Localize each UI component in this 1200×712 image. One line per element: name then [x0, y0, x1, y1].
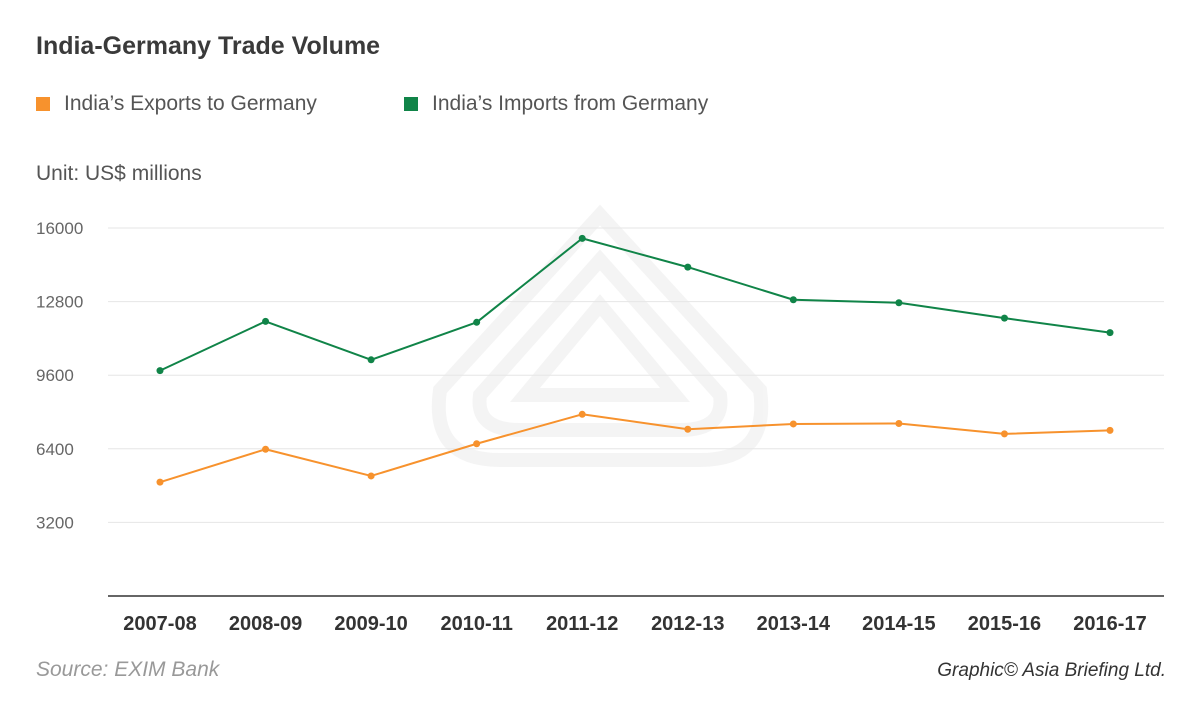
imports-data-point [684, 263, 692, 271]
imports-data-point [578, 234, 586, 242]
x-tick-label: 2009-10 [334, 613, 407, 635]
imports-data-point [1106, 329, 1114, 337]
imports-data-point [367, 356, 375, 364]
imports-data-point [156, 367, 164, 375]
exports-data-point [1106, 426, 1114, 434]
source-note: Source: EXIM Bank [36, 658, 220, 681]
exports-series-line [159, 413, 1111, 484]
watermark-logo [431, 204, 769, 467]
legend-label-exports: India’s Exports to Germany [64, 92, 317, 115]
legend-item-exports: India’s Exports to Germany [36, 92, 317, 116]
exports-data-point [789, 420, 797, 428]
exports-data-point [262, 445, 270, 453]
graphic-credit: Graphic© Asia Briefing Ltd. [937, 660, 1166, 681]
imports-data-point [262, 317, 270, 325]
imports-data-point [895, 299, 903, 307]
chart-title: India-Germany Trade Volume [36, 32, 381, 60]
legend-swatch-imports [404, 97, 418, 111]
x-tick-label: 2012-13 [651, 613, 724, 635]
exports-data-point [473, 440, 481, 448]
x-tick-label: 2008-09 [229, 613, 302, 635]
exports-data-point [895, 420, 903, 427]
imports-data-point [1000, 314, 1008, 322]
x-tick-label: 2016-17 [1073, 613, 1146, 635]
exports-data-point [1000, 430, 1008, 438]
exports-data-point [578, 410, 586, 418]
y-tick-label: 3200 [36, 513, 74, 532]
x-tick-label: 2011-12 [546, 613, 618, 635]
imports-data-point [789, 296, 797, 304]
x-tick-label: 2010-11 [441, 613, 513, 635]
legend-label-imports: India’s Imports from Germany [432, 92, 709, 115]
legend-swatch-exports [36, 97, 50, 111]
x-tick-label: 2015-16 [968, 613, 1041, 635]
exports-data-point [367, 472, 375, 480]
legend-item-imports: India’s Imports from Germany [404, 92, 708, 116]
unit-label: Unit: US$ millions [36, 162, 202, 185]
x-tick-label: 2013-14 [757, 613, 831, 635]
y-tick-label: 9600 [36, 366, 74, 385]
x-tick-label: 2014-15 [862, 613, 935, 635]
y-tick-label: 12800 [36, 293, 83, 312]
y-tick-label: 6400 [36, 440, 74, 459]
exports-data-point [156, 478, 164, 486]
exports-data-point [684, 425, 692, 433]
y-tick-label: 16000 [36, 219, 83, 238]
imports-data-point [473, 318, 481, 326]
x-tick-label: 2007-08 [123, 613, 196, 635]
imports-series-line [159, 237, 1111, 372]
